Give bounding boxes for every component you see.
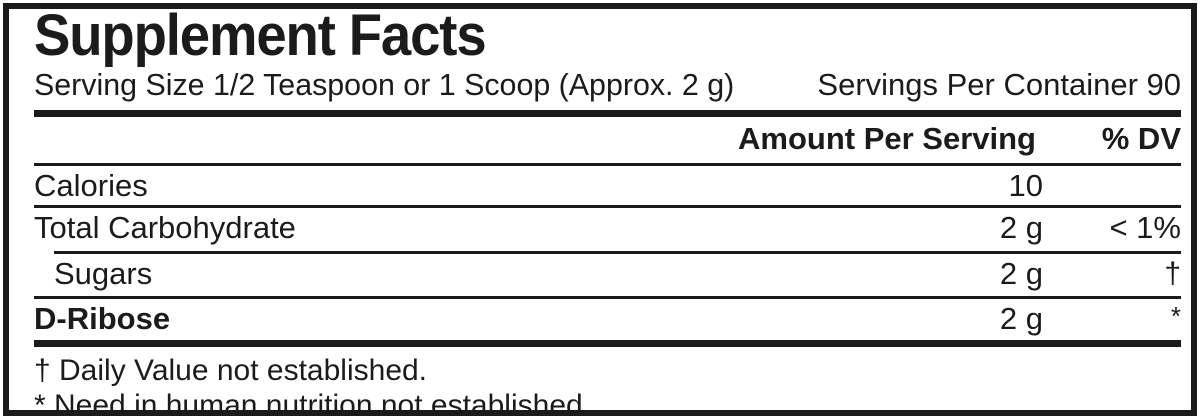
nutrient-name: Total Carbohydrate <box>34 210 296 245</box>
table-row: D-Ribose 2 g * <box>34 299 1181 339</box>
nutrient-amount: 10 <box>1008 168 1043 203</box>
footnotes-block: † Daily Value not established. * Need in… <box>34 353 1181 419</box>
divider-under-column-headers <box>34 163 1181 166</box>
servings-per-container-text: Servings Per Container 90 <box>817 67 1181 102</box>
serving-info-row: Serving Size 1/2 Teaspoon or 1 Scoop (Ap… <box>34 69 1181 101</box>
divider-thick-under-serving <box>34 110 1181 117</box>
column-header-row: Amount Per Serving % DV <box>34 120 1181 158</box>
nutrient-amount: 2 g <box>999 256 1043 291</box>
column-header-percent-dv: % DV <box>1101 121 1181 156</box>
table-row: Calories 10 <box>34 166 1181 206</box>
nutrient-name: Sugars <box>54 256 153 291</box>
serving-size-text: Serving Size 1/2 Teaspoon or 1 Scoop (Ap… <box>34 67 735 102</box>
nutrient-name: D-Ribose <box>34 301 171 336</box>
nutrient-name: Calories <box>34 168 148 203</box>
nutrient-amount: 2 g <box>999 210 1043 245</box>
nutrient-amount: 2 g <box>999 301 1043 336</box>
nutrient-percent-dv: † <box>1164 257 1181 290</box>
footnote-dagger: † Daily Value not established. <box>34 354 428 387</box>
column-header-amount-per-serving: Amount Per Serving <box>738 121 1036 156</box>
divider-after-sugars <box>34 296 1181 299</box>
table-row: Sugars 2 g † <box>34 254 1181 294</box>
nutrient-percent-dv: < 1% <box>1109 210 1181 245</box>
page-title: Supplement Facts <box>34 3 487 68</box>
table-row: Total Carbohydrate 2 g < 1% <box>34 208 1181 248</box>
divider-before-sugars <box>54 251 1181 254</box>
divider-after-calories <box>34 205 1181 208</box>
label-border: Supplement Facts Serving Size 1/2 Teaspo… <box>3 3 1197 419</box>
label-content: Supplement Facts Serving Size 1/2 Teaspo… <box>34 3 1184 419</box>
divider-thick-above-footnotes <box>34 340 1181 347</box>
nutrient-percent-dv: * <box>1170 301 1181 331</box>
footnote-asterisk: * Need in human nutrition not establishe… <box>34 389 592 419</box>
